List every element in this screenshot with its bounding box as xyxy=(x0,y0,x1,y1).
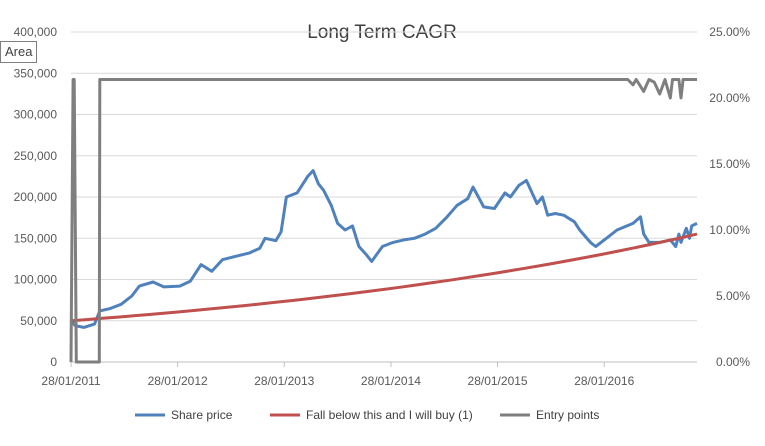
chart-element-tooltip: Area xyxy=(0,41,38,63)
y-right-tick-label: 5.00% xyxy=(716,289,750,303)
x-tick-label: 28/01/2011 xyxy=(41,374,100,388)
y-left-tick-label: 350,000 xyxy=(14,66,58,80)
y-left-tick-label: 300,000 xyxy=(14,108,58,122)
y-right-tick-label: 10.00% xyxy=(709,223,750,237)
y-left-tick-label: 200,000 xyxy=(14,190,58,204)
legend: Share price Fall below this and I will bu… xyxy=(135,408,599,422)
y-left-tick-label: 250,000 xyxy=(14,149,58,163)
x-tick-label: 28/01/2013 xyxy=(254,374,314,388)
y-right-tick-label: 0.00% xyxy=(716,355,750,369)
x-tick-label: 28/01/2012 xyxy=(148,374,208,388)
x-tick-label: 28/01/2014 xyxy=(361,374,421,388)
series-line-fall-below-this-and-i-will-buy-1 xyxy=(70,232,698,323)
y-axis-left: 0 50,000 100,000 150,000 200,000 250,000 300,0… xyxy=(14,25,58,369)
series-group xyxy=(69,78,698,364)
x-axis: 28/01/2011 28/01/2012 28/01/2013 28/01/2014… xyxy=(41,361,697,388)
x-tick-label: 28/01/2015 xyxy=(468,374,528,388)
legend-label: Share price xyxy=(171,408,233,422)
legend-label: Fall below this and I will buy (1) xyxy=(306,408,473,422)
x-tick-label: 28/01/2016 xyxy=(574,374,634,388)
y-right-tick-label: 15.00% xyxy=(709,157,750,171)
y-right-tick-label: 25.00% xyxy=(709,25,750,39)
legend-label: Entry points xyxy=(536,408,599,422)
y-axis-right: 0.00% 5.00% 10.00% 15.00% 20.00% 25.00% xyxy=(709,25,750,369)
y-left-tick-label: 400,000 xyxy=(14,25,58,39)
series-line-entry-points xyxy=(69,78,697,364)
series-line-share-price xyxy=(69,169,698,329)
y-left-tick-label: 0 xyxy=(50,355,57,369)
y-left-tick-label: 50,000 xyxy=(20,314,57,328)
y-left-tick-label: 100,000 xyxy=(14,273,58,287)
y-right-tick-label: 20.00% xyxy=(709,91,750,105)
y-left-tick-label: 150,000 xyxy=(14,231,58,245)
